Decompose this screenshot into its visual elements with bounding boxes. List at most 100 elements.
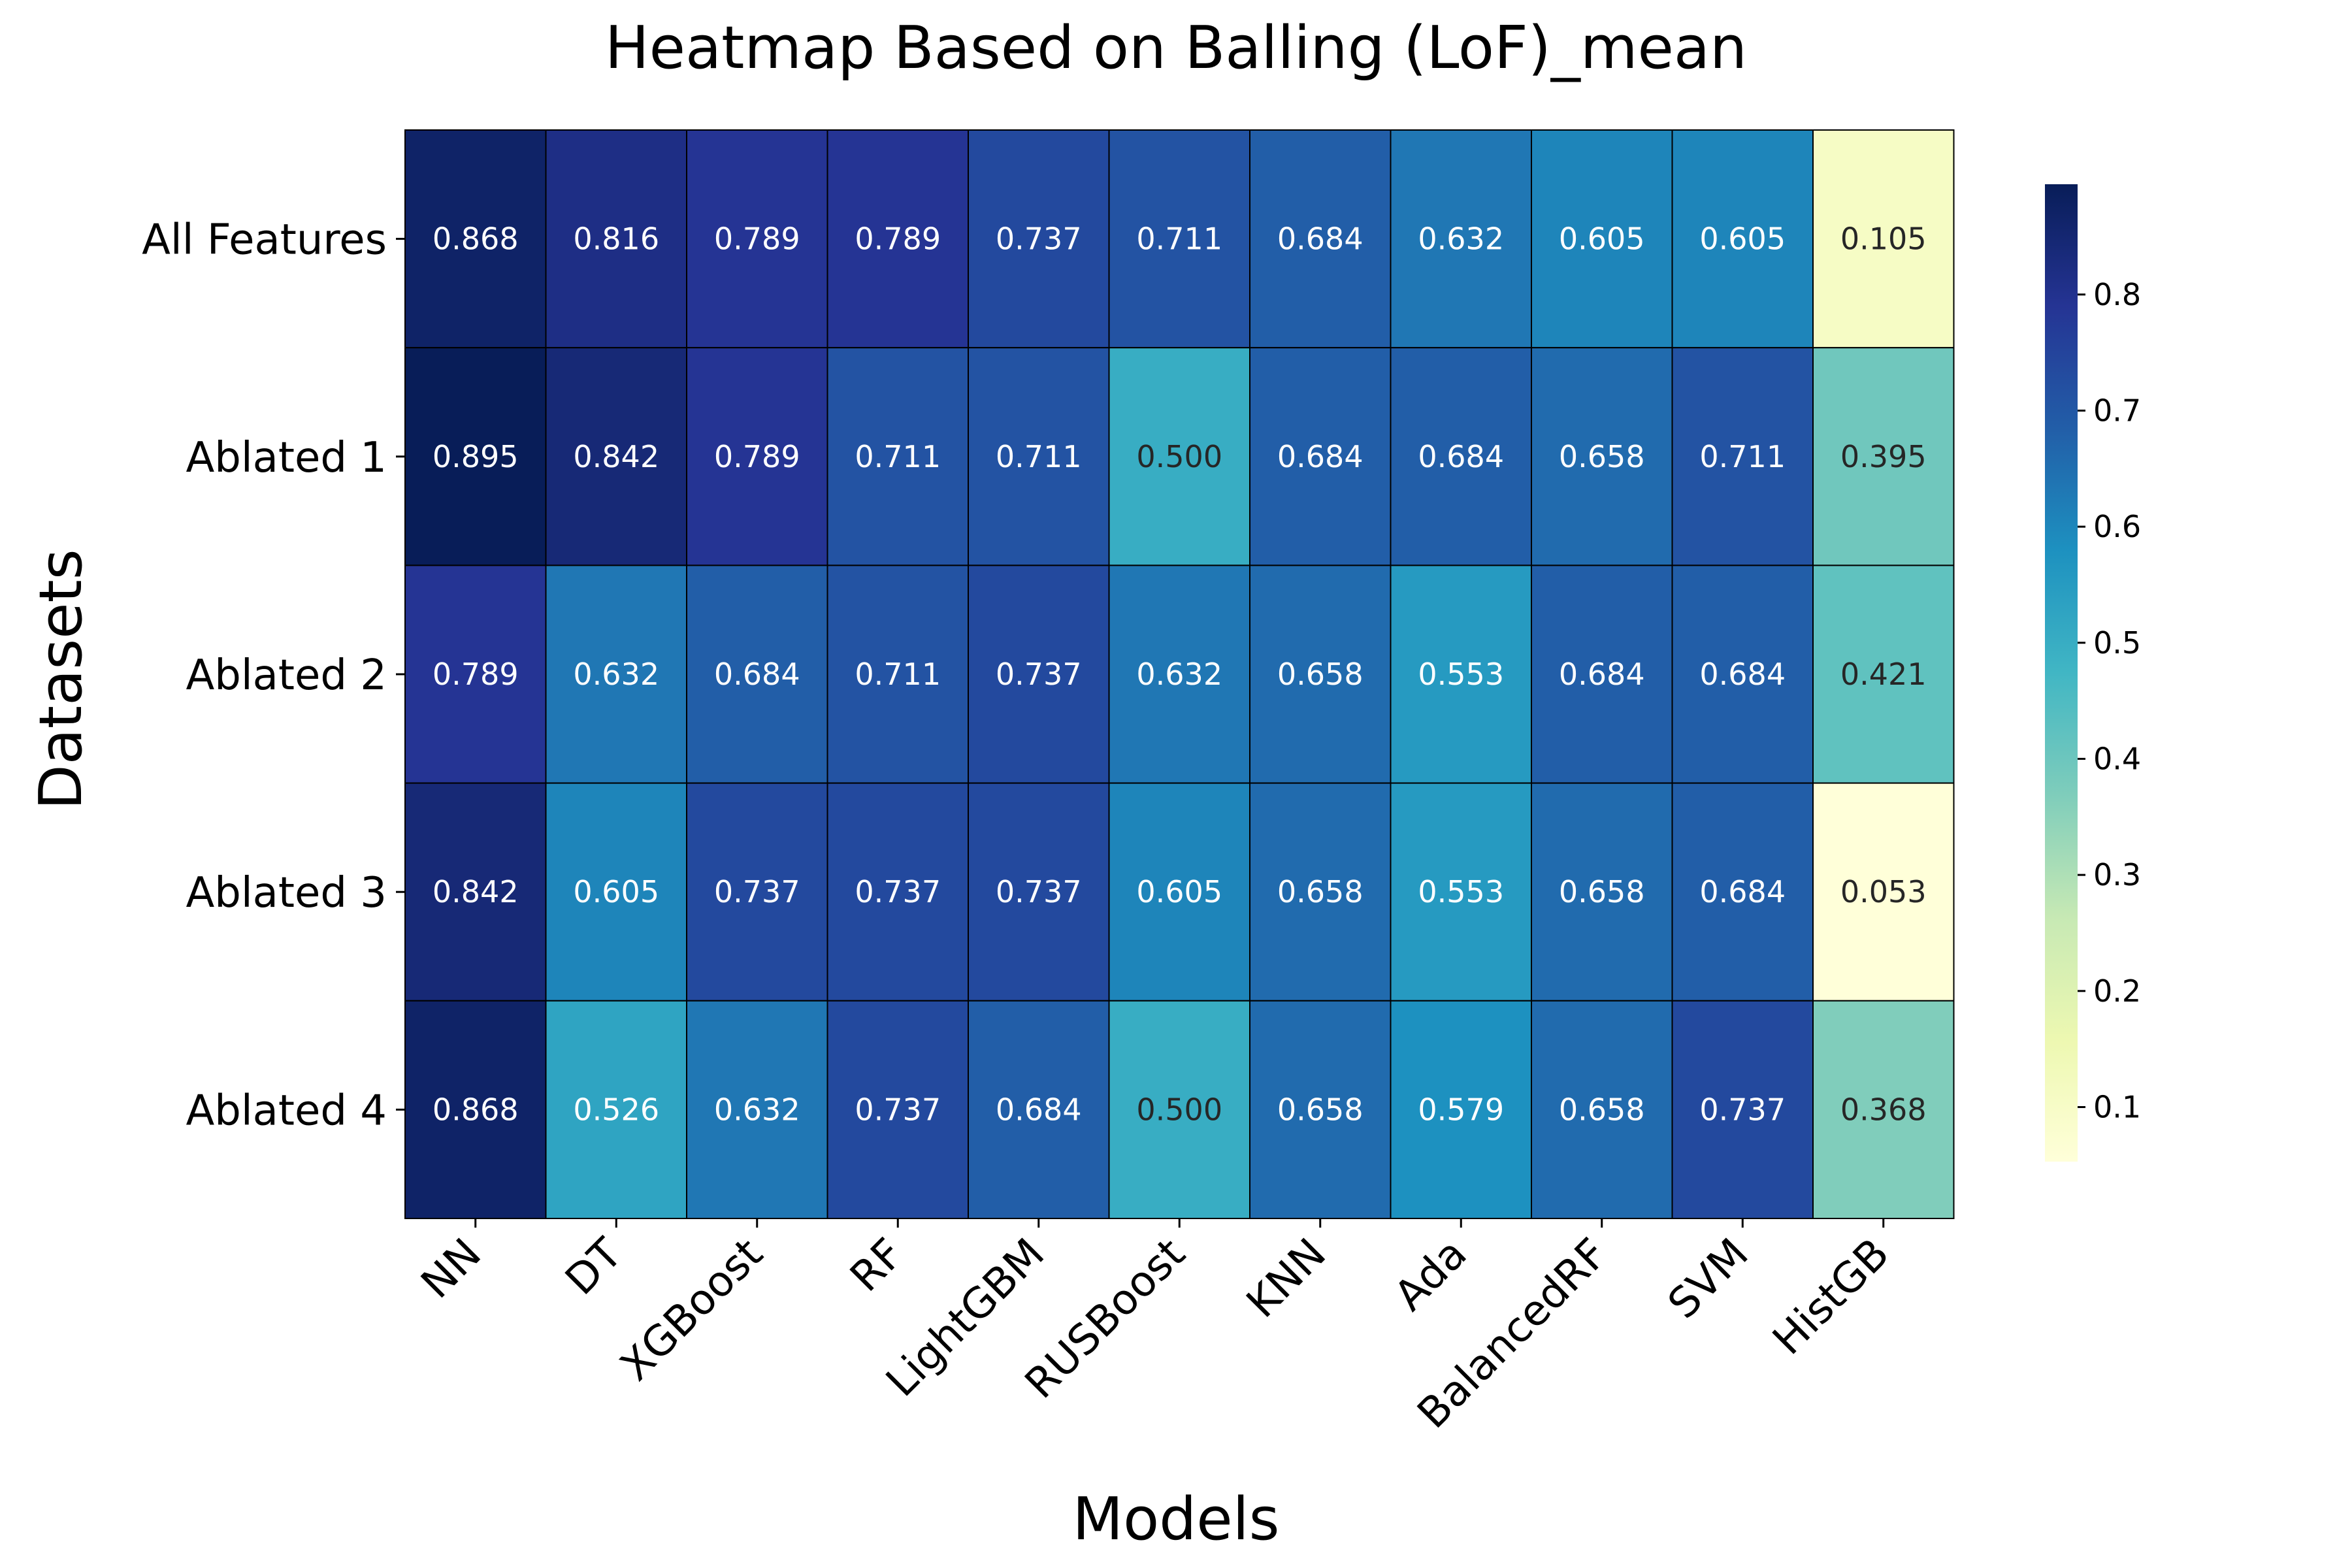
cell-value-label: 0.658 <box>1277 874 1364 909</box>
cell-value-label: 0.684 <box>1277 439 1364 474</box>
colorbar-tick-label: 0.4 <box>2093 741 2141 776</box>
cell-value-label: 0.553 <box>1418 657 1504 692</box>
cell-value-label: 0.737 <box>714 874 800 909</box>
cell-value-label: 0.632 <box>573 657 659 692</box>
colorbar: 0.1 0.2 0.3 0.4 0.5 0.6 0.7 0.8 <box>2045 184 2141 1162</box>
cell-value-label: 0.684 <box>1418 439 1504 474</box>
cell-value-label: 0.632 <box>1418 221 1504 257</box>
cell-value-label: 0.868 <box>433 1092 519 1127</box>
y-tick-label: Ablated 3 <box>186 869 387 917</box>
heatmap-cell <box>826 129 969 349</box>
heatmap-cell <box>1249 347 1392 566</box>
heatmap-cell <box>1812 347 1955 566</box>
cell-value-label: 0.658 <box>1277 657 1364 692</box>
heatmap-cell <box>1108 782 1250 1002</box>
heatmap-cell <box>686 564 828 784</box>
heatmap-cell <box>404 564 547 784</box>
x-tick-label: KNN <box>1237 1230 1335 1328</box>
cell-value-label: 0.632 <box>714 1092 800 1127</box>
cell-value-label: 0.684 <box>1699 657 1786 692</box>
x-axis-label: Models <box>1072 1485 1279 1554</box>
heatmap-cell <box>826 347 969 566</box>
cell-value-label: 0.605 <box>1559 221 1645 257</box>
cell-value-label: 0.789 <box>714 439 800 474</box>
heatmap-cell <box>686 1000 828 1220</box>
cell-value-label: 0.711 <box>1136 221 1222 257</box>
heatmap-cell <box>1812 782 1955 1002</box>
heatmap-cells <box>404 129 1955 1220</box>
cell-value-label: 0.711 <box>855 439 941 474</box>
cell-value-label: 0.895 <box>433 439 519 474</box>
heatmap-cell <box>968 564 1110 784</box>
heatmap-cell <box>1249 782 1392 1002</box>
heatmap-cell <box>1531 782 1673 1002</box>
cell-value-label: 0.684 <box>714 657 800 692</box>
x-tick-label: NN <box>412 1230 491 1308</box>
cell-value-label: 0.789 <box>855 221 941 257</box>
y-tick-label: Ablated 4 <box>186 1086 387 1135</box>
heatmap-cell <box>1108 129 1250 349</box>
cell-value-label: 0.658 <box>1559 1092 1645 1127</box>
heatmap-cell <box>686 782 828 1002</box>
heatmap-cell <box>968 129 1110 349</box>
heatmap-cell <box>404 129 547 349</box>
heatmap-cell <box>968 782 1110 1002</box>
heatmap-cell <box>1812 129 1955 349</box>
cell-value-label: 0.605 <box>573 874 659 909</box>
cell-value-label: 0.711 <box>1699 439 1786 474</box>
x-tick-label: XGBoost <box>612 1230 772 1390</box>
cell-value-label: 0.737 <box>1699 1092 1786 1127</box>
heatmap-cell <box>1812 1000 1955 1220</box>
heatmap-cell <box>545 1000 687 1220</box>
cell-value-label: 0.789 <box>714 221 800 257</box>
cell-value-label: 0.605 <box>1699 221 1786 257</box>
heatmap-cell <box>1249 564 1392 784</box>
colorbar-tick-label: 0.2 <box>2093 973 2141 1009</box>
cell-value-label: 0.684 <box>1559 657 1645 692</box>
cell-value-label: 0.658 <box>1559 439 1645 474</box>
heatmap-cell <box>826 782 969 1002</box>
cell-value-label: 0.737 <box>855 1092 941 1127</box>
cell-value-label: 0.684 <box>1277 221 1364 257</box>
cell-value-labels: 0.868 0.816 0.789 0.789 0.737 0.711 0.684 0.632… <box>433 221 1927 1128</box>
cell-value-label: 0.605 <box>1136 874 1222 909</box>
cell-value-label: 0.500 <box>1136 439 1222 474</box>
colorbar-tick-label: 0.8 <box>2093 277 2141 312</box>
heatmap-cell <box>1812 564 1955 784</box>
heatmap-cell <box>686 129 828 349</box>
colorbar-tick-label: 0.1 <box>2093 1089 2141 1124</box>
cell-value-label: 0.526 <box>573 1092 659 1127</box>
heatmap-cell <box>1671 782 1814 1002</box>
colorbar-gradient <box>2045 184 2078 1162</box>
heatmap-cell <box>1531 1000 1673 1220</box>
cell-value-label: 0.684 <box>996 1092 1082 1127</box>
heatmap-cell <box>1390 347 1532 566</box>
cell-value-label: 0.658 <box>1559 874 1645 909</box>
cell-value-label: 0.105 <box>1840 221 1927 257</box>
heatmap-cell <box>968 347 1110 566</box>
heatmap-cell <box>1531 347 1673 566</box>
cell-value-label: 0.500 <box>1136 1092 1222 1127</box>
heatmap-cell <box>1671 347 1814 566</box>
y-axis-label: Datasets <box>27 549 95 809</box>
x-tick-label: HistGB <box>1764 1230 1899 1364</box>
x-tick-label: DT <box>557 1229 632 1304</box>
cell-value-label: 0.737 <box>996 657 1082 692</box>
y-tick-label: All Features <box>142 216 387 265</box>
heatmap-cell <box>1249 1000 1392 1220</box>
cell-value-label: 0.421 <box>1840 657 1927 692</box>
cell-value-label: 0.395 <box>1840 439 1927 474</box>
colorbar-tick-label: 0.6 <box>2093 509 2141 544</box>
heatmap-cell <box>404 1000 547 1220</box>
y-tick-label: Ablated 2 <box>186 651 387 700</box>
cell-value-label: 0.737 <box>996 221 1082 257</box>
cell-value-label: 0.737 <box>996 874 1082 909</box>
heatmap-cell <box>1108 347 1250 566</box>
heatmap-cell <box>545 129 687 349</box>
cell-value-label: 0.684 <box>1699 874 1786 909</box>
heatmap-cell <box>404 347 547 566</box>
x-tick-label: RF <box>841 1230 913 1301</box>
heatmap-cell <box>545 347 687 566</box>
heatmap-cell <box>1108 1000 1250 1220</box>
